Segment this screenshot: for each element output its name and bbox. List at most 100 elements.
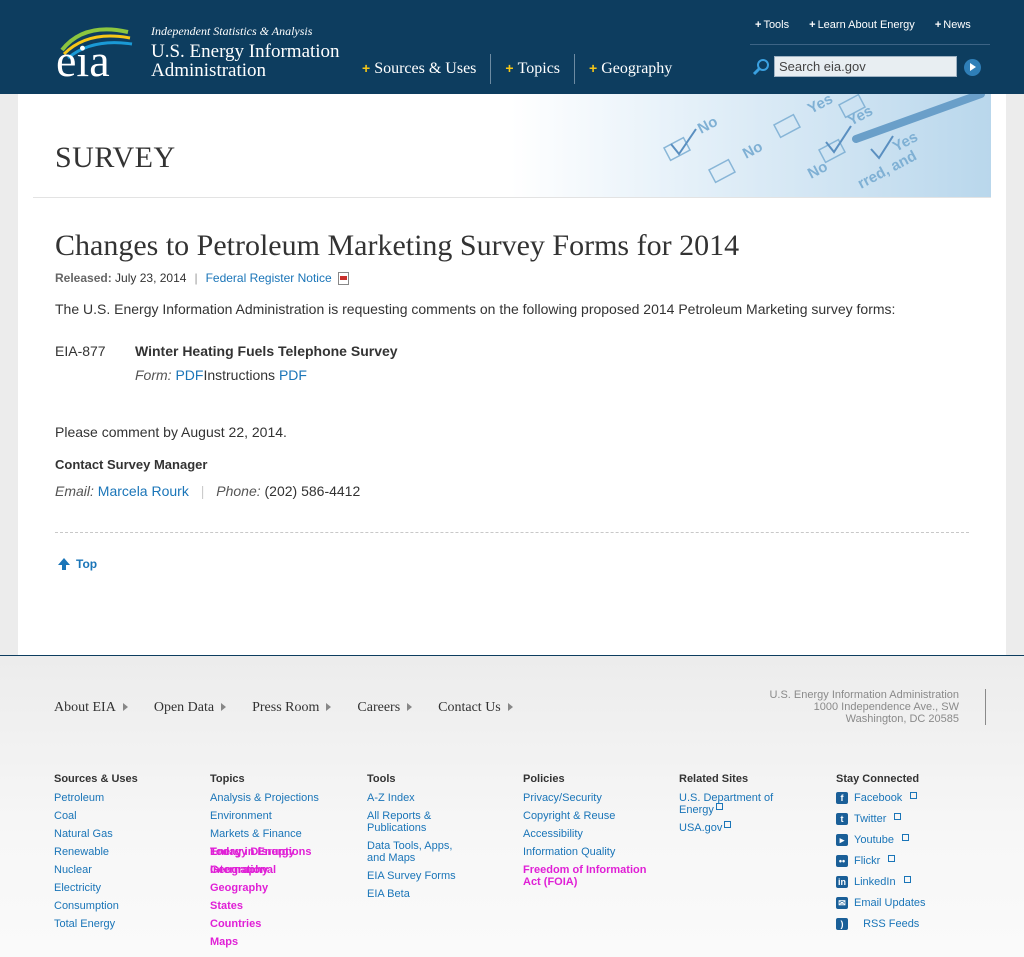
footer-link[interactable]: Today in Energy xyxy=(210,846,295,858)
agency-address: U.S. Energy Information Administration 1… xyxy=(769,689,959,725)
footer-link[interactable]: All Reports & Publications xyxy=(367,810,432,834)
link-label: Email Updates xyxy=(854,897,926,909)
col-heading: Policies xyxy=(523,773,565,785)
footer-link[interactable]: Analysis & Projections xyxy=(210,792,319,804)
usagov-link[interactable]: USA.gov xyxy=(679,821,789,834)
link-label: USA.gov xyxy=(679,822,723,834)
footer-link[interactable]: Privacy/Security xyxy=(523,792,602,804)
external-link-icon xyxy=(894,812,902,820)
footer-col-social: Stay Connected f Facebook t Twitter ▸ Youtu… xyxy=(836,773,956,939)
release-info: Released: July 23, 2014 | Federal Regist… xyxy=(55,271,349,285)
overlapped-link-group[interactable]: Geography International xyxy=(210,864,340,876)
learn-about-energy-link[interactable]: + Learn About Energy xyxy=(809,19,915,31)
footer-link[interactable]: A-Z Index xyxy=(367,792,415,804)
contact-details: Email: Marcela Rourk | Phone: (202) 586-… xyxy=(55,483,360,499)
facebook-icon: f xyxy=(836,792,848,804)
search-submit-button[interactable] xyxy=(964,59,981,76)
article-title: Changes to Petroleum Marketing Survey Fo… xyxy=(55,229,740,262)
instructions-label: Instructions xyxy=(203,367,276,383)
footer-link[interactable]: Information Quality xyxy=(523,846,616,858)
footer-link[interactable]: Data Tools, Apps, and Maps xyxy=(367,840,453,864)
doe-link[interactable]: U.S. Department of Energy xyxy=(679,792,789,816)
flickr-link[interactable]: •• Flickr xyxy=(836,854,956,867)
email-label: Email: xyxy=(55,483,94,499)
footer-link[interactable]: Countries xyxy=(210,918,262,930)
eia-logo[interactable]: eia xyxy=(54,20,138,84)
link-label: Facebook xyxy=(854,792,903,804)
footer-link[interactable]: States xyxy=(210,900,244,912)
footer-nav-contact[interactable]: Contact Us xyxy=(438,700,513,716)
instructions-pdf-link[interactable]: PDF xyxy=(278,367,307,383)
overlapped-link-group[interactable]: Today in Energy Energy Disruptions xyxy=(210,846,340,858)
col-heading: Topics xyxy=(210,773,245,785)
news-link[interactable]: + News xyxy=(935,19,971,31)
back-to-top-link[interactable]: Top xyxy=(58,557,97,571)
linkedin-link[interactable]: in LinkedIn xyxy=(836,875,956,888)
plus-icon: + xyxy=(362,60,371,76)
link-label: U.S. Department of Energy xyxy=(679,792,774,816)
external-link-icon xyxy=(724,821,732,828)
nav-topics[interactable]: + Topics xyxy=(491,54,576,84)
footer-col-topics: Topics Analysis & Projections Environmen… xyxy=(210,773,340,954)
footer-link[interactable]: Electricity xyxy=(54,882,102,894)
external-link-icon xyxy=(901,833,909,841)
col-heading: Related Sites xyxy=(679,773,749,785)
contact-email-link[interactable]: Marcela Rourk xyxy=(97,483,189,499)
utility-nav: + Tools + Learn About Energy + News xyxy=(755,19,971,31)
top-label: Top xyxy=(76,557,98,571)
footer-link[interactable]: Copyright & Reuse xyxy=(523,810,616,822)
plus-icon: + xyxy=(934,19,942,31)
agency-name[interactable]: U.S. Energy Information Administration xyxy=(151,41,340,81)
search-input[interactable] xyxy=(774,56,957,77)
nav-sources-uses[interactable]: + Sources & Uses xyxy=(356,54,492,84)
footer-link[interactable]: International xyxy=(210,864,277,876)
facebook-link[interactable]: f Facebook xyxy=(836,791,956,804)
col-heading: Stay Connected xyxy=(836,773,920,785)
footer-link[interactable]: EIA Survey Forms xyxy=(367,870,456,882)
release-date: July 23, 2014 xyxy=(115,271,187,285)
footer-link[interactable]: Maps xyxy=(210,936,239,948)
footer-link[interactable]: Consumption xyxy=(54,900,119,912)
search-icon[interactable] xyxy=(752,58,770,76)
youtube-link[interactable]: ▸ Youtube xyxy=(836,833,956,846)
youtube-icon: ▸ xyxy=(836,834,848,846)
linkedin-icon: in xyxy=(836,876,848,888)
survey-checkbox-banner-image: No No No Yes Yes Yes rred, and xyxy=(511,94,991,197)
site-footer: About EIA Open Data Press Room Careers C… xyxy=(0,655,1024,957)
footer-link[interactable]: Accessibility xyxy=(523,828,583,840)
footer-link[interactable]: Renewable xyxy=(54,846,110,858)
footer-nav-about[interactable]: About EIA xyxy=(54,700,128,716)
separator: | xyxy=(200,483,205,499)
footer-link[interactable]: Coal xyxy=(54,810,77,822)
learn-label: Learn About Energy xyxy=(817,19,915,31)
site-header: eia Independent Statistics & Analysis U.… xyxy=(0,0,1024,94)
footer-link[interactable]: Geography xyxy=(210,864,269,876)
footer-nav-open-data[interactable]: Open Data xyxy=(154,700,226,716)
tagline: Independent Statistics & Analysis xyxy=(151,24,313,38)
footer-link[interactable]: EIA Beta xyxy=(367,888,410,900)
footer-nav-press-room[interactable]: Press Room xyxy=(252,700,331,716)
rss-feeds-link[interactable]: ) RSS Feeds xyxy=(836,918,956,930)
footer-col-tools: Tools A-Z Index All Reports & Publicatio… xyxy=(367,773,467,906)
form-downloads: Form: PDFInstructions PDF xyxy=(135,367,307,383)
footer-link[interactable]: Natural Gas xyxy=(54,828,113,840)
form-pdf-link[interactable]: PDF xyxy=(175,367,204,383)
link-label: LinkedIn xyxy=(854,876,896,888)
nav-geography[interactable]: + Geography xyxy=(575,54,686,84)
footer-link[interactable]: Nuclear xyxy=(54,864,92,876)
footer-link[interactable]: Petroleum xyxy=(54,792,105,804)
footer-nav-careers[interactable]: Careers xyxy=(357,700,412,716)
col-heading: Tools xyxy=(367,773,396,785)
tools-link[interactable]: + Tools xyxy=(755,19,789,31)
footer-link[interactable]: Total Energy xyxy=(54,918,116,930)
link-label: RSS Feeds xyxy=(863,918,920,930)
footer-link[interactable]: Geography xyxy=(210,882,269,894)
foia-link[interactable]: Freedom of Information Act (FOIA) xyxy=(523,864,647,888)
footer-link[interactable]: Environment xyxy=(210,810,272,822)
federal-register-link[interactable]: Federal Register Notice xyxy=(205,271,332,285)
footer-link[interactable]: Energy Disruptions xyxy=(210,846,312,858)
email-updates-link[interactable]: ✉ Email Updates xyxy=(836,897,956,909)
link-label: Twitter xyxy=(854,813,887,825)
footer-link[interactable]: Markets & Finance xyxy=(210,828,302,840)
twitter-link[interactable]: t Twitter xyxy=(836,812,956,825)
